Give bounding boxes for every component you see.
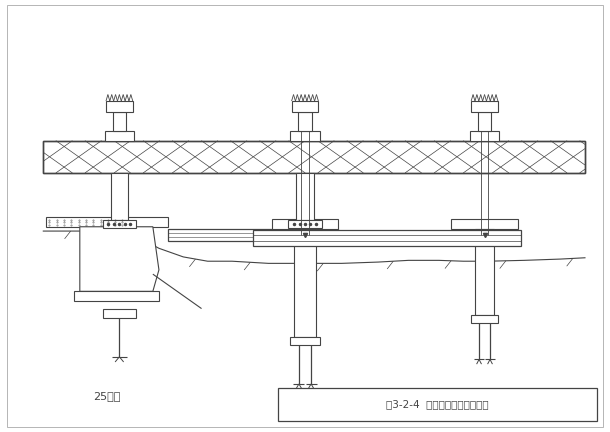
Bar: [296, 173, 314, 220]
Polygon shape: [80, 227, 159, 291]
Bar: [278, 388, 597, 420]
Bar: [111, 173, 128, 220]
Bar: [470, 131, 499, 141]
Text: 25号台: 25号台: [93, 391, 121, 401]
Bar: [289, 220, 321, 228]
Bar: [113, 112, 126, 131]
Bar: [43, 141, 585, 173]
Bar: [298, 112, 312, 131]
Bar: [290, 131, 320, 141]
Text: 23号墩: 23号墩: [471, 391, 498, 401]
Bar: [106, 101, 133, 112]
Bar: [46, 217, 168, 227]
Bar: [451, 219, 518, 229]
Bar: [43, 141, 585, 173]
Bar: [253, 230, 521, 246]
Bar: [475, 229, 493, 315]
Bar: [102, 308, 136, 318]
Bar: [292, 101, 318, 112]
Text: 24号墩: 24号墩: [291, 391, 319, 401]
Bar: [295, 229, 315, 337]
Bar: [471, 315, 498, 323]
Bar: [168, 229, 339, 241]
Bar: [471, 101, 498, 112]
Bar: [290, 337, 320, 345]
Bar: [105, 131, 134, 141]
Text: 图3-2-4  架桥机安装桥梁示意图: 图3-2-4 架桥机安装桥梁示意图: [386, 400, 489, 410]
Bar: [74, 291, 159, 301]
Bar: [102, 220, 136, 228]
Bar: [271, 219, 339, 229]
Bar: [478, 112, 491, 131]
